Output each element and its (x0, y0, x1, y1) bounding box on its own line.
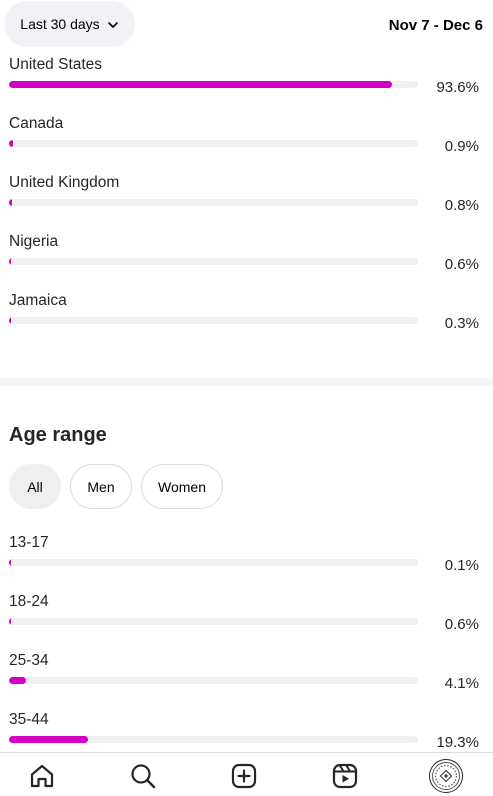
country-row-percentage: 0.3% (444, 315, 479, 332)
filter-chip-men[interactable]: Men (70, 464, 132, 509)
age-row: 13-17 0.1% (0, 534, 493, 593)
avatar-logo-icon (432, 762, 460, 790)
reels-icon (332, 763, 358, 789)
age-row-label: 13-17 (9, 534, 49, 551)
progress-track (9, 81, 418, 88)
filter-chip-label: Men (87, 478, 115, 495)
progress-fill (9, 258, 12, 265)
country-row: Canada 0.9% (0, 115, 493, 174)
country-row-label: Nigeria (9, 233, 59, 250)
progress-track (9, 736, 418, 743)
filter-chip-women[interactable]: Women (141, 464, 223, 509)
country-row-label: Canada (9, 115, 64, 132)
progress-track (9, 559, 418, 566)
progress-fill (9, 317, 12, 324)
section-divider (0, 378, 493, 386)
bottom-navigation (0, 752, 493, 796)
progress-track (9, 618, 418, 625)
country-row-label: United Kingdom (9, 174, 120, 191)
age-row-label: 35-44 (9, 711, 49, 728)
filter-chip-all[interactable]: All (9, 464, 61, 509)
nav-profile[interactable] (429, 759, 463, 793)
filter-chip-label: All (27, 478, 43, 495)
progress-fill (9, 559, 12, 566)
create-icon (231, 763, 257, 789)
age-row-label: 18-24 (9, 593, 49, 610)
profile-avatar (429, 759, 463, 793)
progress-fill (9, 677, 26, 684)
progress-track (9, 677, 418, 684)
age-row-label: 25-34 (9, 652, 49, 669)
country-row: United Kingdom 0.8% (0, 174, 493, 233)
country-row-percentage: 93.6% (436, 79, 479, 96)
nav-create[interactable] (227, 759, 261, 793)
progress-fill (9, 736, 88, 743)
top-bar: Last 30 days Nov 7 - Dec 6 (0, 0, 493, 56)
filter-chip-label: Women (158, 478, 206, 495)
country-row: Nigeria 0.6% (0, 233, 493, 292)
age-row: 18-24 0.6% (0, 593, 493, 652)
country-row: United States 93.6% (0, 56, 493, 115)
nav-home[interactable] (25, 759, 59, 793)
age-row: 25-34 4.1% (0, 652, 493, 711)
progress-track (9, 199, 418, 206)
nav-search[interactable] (126, 759, 160, 793)
age-row-percentage: 0.1% (444, 557, 479, 574)
progress-fill (9, 140, 13, 147)
progress-track (9, 258, 418, 265)
search-icon (131, 764, 156, 789)
country-row-label: United States (9, 56, 103, 73)
progress-fill (9, 81, 392, 88)
progress-fill (9, 199, 13, 206)
age-row: 35-44 19.3% (0, 711, 493, 770)
progress-track (9, 317, 418, 324)
nav-reels[interactable] (328, 759, 362, 793)
age-row-percentage: 0.6% (444, 616, 479, 633)
home-icon (30, 764, 54, 788)
country-row-percentage: 0.9% (444, 138, 479, 155)
country-row: Jamaica 0.3% (0, 292, 493, 351)
age-row-percentage: 19.3% (436, 734, 479, 751)
country-row-label: Jamaica (9, 292, 67, 309)
date-range-selector[interactable]: Last 30 days (4, 1, 135, 47)
date-range-selector-label: Last 30 days (20, 16, 100, 32)
progress-fill (9, 618, 12, 625)
progress-track (9, 140, 418, 147)
country-row-percentage: 0.8% (444, 197, 479, 214)
country-row-percentage: 0.6% (444, 256, 479, 273)
age-row-percentage: 4.1% (444, 675, 479, 692)
date-range-text: Nov 7 - Dec 6 (388, 17, 483, 34)
chevron-down-icon (107, 18, 119, 30)
age-range-title: Age range (9, 424, 107, 446)
